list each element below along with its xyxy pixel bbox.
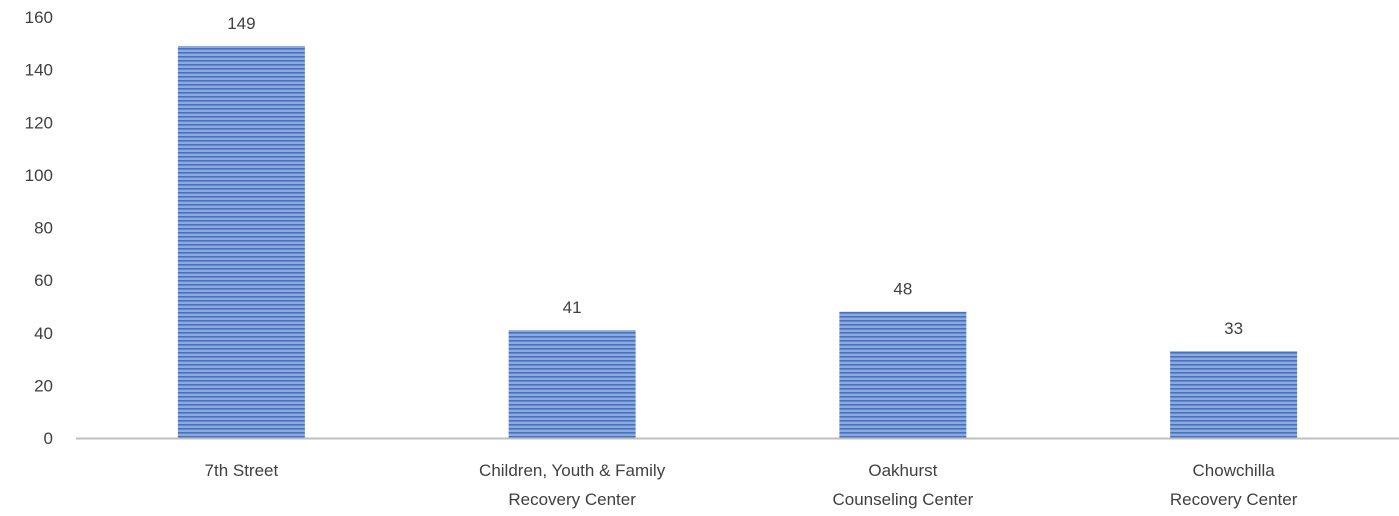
bar-value-label: 41 (563, 298, 582, 317)
bar-value-label: 33 (1224, 319, 1243, 338)
bar-value-label: 149 (227, 14, 255, 33)
bars (177, 45, 1298, 438)
x-category-label: 7th Street (205, 461, 279, 480)
bar-value-label: 48 (893, 280, 912, 299)
bar (177, 45, 305, 438)
y-tick-label: 20 (34, 376, 53, 395)
y-tick-label: 160 (25, 8, 53, 27)
x-category-label: Counseling Center (832, 490, 973, 509)
x-category-label: Recovery Center (508, 490, 636, 509)
y-tick-label: 100 (25, 166, 53, 185)
y-tick-label: 140 (25, 61, 53, 80)
y-tick-label: 60 (34, 271, 53, 290)
data-labels: 149 41 48 33 (227, 14, 1243, 338)
y-tick-label: 80 (34, 219, 53, 238)
y-tick-label: 40 (34, 324, 53, 343)
bar (508, 330, 636, 438)
x-category-label: Children, Youth & Family (479, 461, 666, 480)
y-tick-label: 120 (25, 113, 53, 132)
x-category-label: Recovery Center (1170, 490, 1298, 509)
x-category-label: Chowchilla (1193, 461, 1276, 480)
x-axis-category-labels: 7th Street Children, Youth & Family Recove… (205, 461, 1298, 509)
y-tick-label: 0 (44, 429, 53, 448)
x-category-label: Oakhurst (868, 461, 937, 480)
bar (839, 311, 967, 438)
y-axis-tick-labels: 0 20 40 60 80 100 120 140 160 (25, 8, 53, 448)
bar (1170, 351, 1298, 438)
